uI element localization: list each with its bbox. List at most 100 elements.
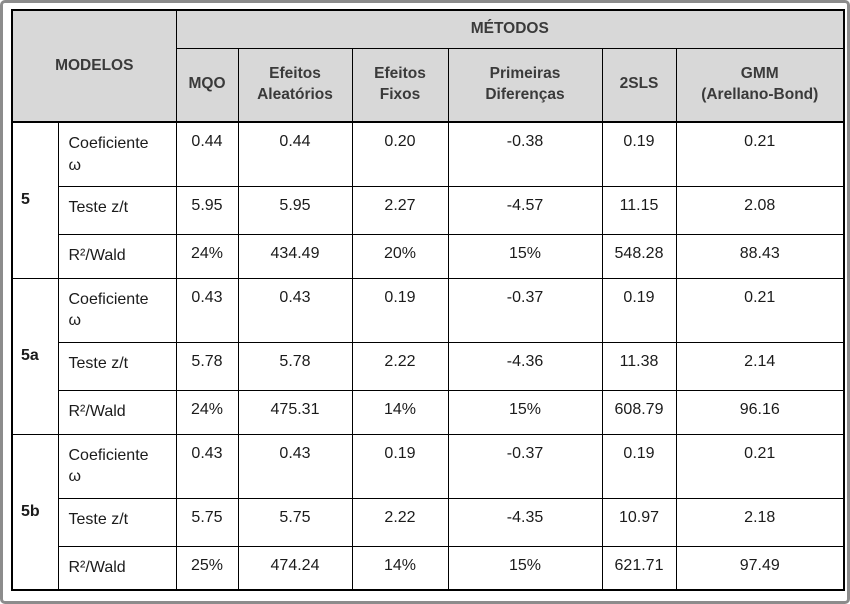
value-cell: 5.95 bbox=[237, 185, 353, 235]
value-cell: 5.75 bbox=[175, 497, 239, 547]
value-cell: 2.22 bbox=[351, 497, 449, 547]
value-cell: 0.21 bbox=[675, 121, 845, 187]
row-label-coeficiente: Coeficiente ω bbox=[57, 277, 177, 343]
row-label-line: ω bbox=[68, 156, 82, 174]
value-cell: 474.24 bbox=[237, 545, 353, 591]
table-row: R²/Wald 25% 474.24 14% 15% 621.71 97.49 bbox=[12, 545, 845, 591]
value-cell: 0.19 bbox=[601, 121, 677, 187]
header-row-metodos: MODELOS MÉTODOS bbox=[11, 9, 845, 123]
value-cell: 608.79 bbox=[601, 389, 677, 435]
column-header-2sls: 2SLS bbox=[601, 47, 677, 123]
header-line: Aleatórios bbox=[257, 85, 333, 103]
table-row: R²/Wald 24% 434.49 20% 15% 548.28 88.43 bbox=[12, 233, 845, 279]
value-cell: -0.38 bbox=[447, 121, 603, 187]
column-header-efeitos-aleatorios: Efeitos Aleatórios bbox=[237, 47, 353, 123]
value-cell: -4.36 bbox=[447, 341, 603, 391]
row-label-teste: Teste z/t bbox=[57, 185, 177, 235]
row-label-r2wald: R²/Wald bbox=[57, 389, 177, 435]
row-label-line: ω bbox=[68, 312, 82, 330]
value-cell: 5.75 bbox=[237, 497, 353, 547]
value-cell: 0.44 bbox=[175, 121, 239, 187]
value-cell: 15% bbox=[447, 233, 603, 279]
column-header-primeiras-diferencas: Primeiras Diferenças bbox=[447, 47, 603, 123]
value-cell: 97.49 bbox=[675, 545, 845, 591]
table-row: Teste z/t 5.78 5.78 2.22 -4.36 11.38 2.1… bbox=[12, 341, 845, 391]
value-cell: 475.31 bbox=[237, 389, 353, 435]
value-cell: 0.19 bbox=[601, 433, 677, 499]
value-cell: 5.78 bbox=[237, 341, 353, 391]
modelos-header: MODELOS bbox=[11, 9, 177, 123]
value-cell: 0.19 bbox=[601, 277, 677, 343]
value-cell: 2.18 bbox=[675, 497, 845, 547]
model-label-5: 5 bbox=[11, 121, 59, 279]
row-label-line: Teste z/t bbox=[68, 510, 129, 528]
value-cell: -0.37 bbox=[447, 277, 603, 343]
column-header-mqo: MQO bbox=[175, 47, 239, 123]
row-label-line: R²/Wald bbox=[68, 402, 126, 420]
value-cell: 0.21 bbox=[675, 433, 845, 499]
row-label-line: Teste z/t bbox=[68, 198, 129, 216]
value-cell: 24% bbox=[175, 389, 239, 435]
table-row: 5b Coeficiente ω 0.43 0.43 0.19 -0.37 0.… bbox=[11, 433, 845, 591]
value-cell: 0.43 bbox=[237, 433, 353, 499]
row-label-line: Teste z/t bbox=[68, 354, 129, 372]
row-label-line: R²/Wald bbox=[68, 558, 126, 576]
value-cell: 2.22 bbox=[351, 341, 449, 391]
value-cell: -0.37 bbox=[447, 433, 603, 499]
row-label-line: Coeficiente bbox=[68, 446, 149, 464]
value-cell: 10.97 bbox=[601, 497, 677, 547]
value-cell: 11.15 bbox=[601, 185, 677, 235]
table-row: 5 Coeficiente ω 0.44 0.44 0.20 -0.38 0.1… bbox=[11, 121, 845, 279]
value-cell: 0.19 bbox=[351, 277, 449, 343]
value-cell: 0.43 bbox=[175, 433, 239, 499]
value-cell: 0.19 bbox=[351, 433, 449, 499]
value-cell: 0.44 bbox=[237, 121, 353, 187]
table-row: 5a Coeficiente ω 0.43 0.43 0.19 -0.37 0.… bbox=[11, 277, 845, 435]
value-cell: 2.14 bbox=[675, 341, 845, 391]
value-cell: 15% bbox=[447, 389, 603, 435]
header-line: Diferenças bbox=[485, 85, 565, 103]
table-row: Teste z/t 5.95 5.95 2.27 -4.57 11.15 2.0… bbox=[12, 185, 845, 235]
header-line: Fixos bbox=[379, 85, 421, 103]
header-line: 2SLS bbox=[619, 75, 659, 93]
value-cell: 434.49 bbox=[237, 233, 353, 279]
model-label-5b: 5b bbox=[11, 433, 59, 591]
column-header-gmm: GMM (Arellano-Bond) bbox=[675, 47, 845, 123]
header-line: GMM bbox=[740, 64, 779, 82]
value-cell: 15% bbox=[447, 545, 603, 591]
value-cell: 11.38 bbox=[601, 341, 677, 391]
value-cell: 2.08 bbox=[675, 185, 845, 235]
row-label-r2wald: R²/Wald bbox=[57, 545, 177, 591]
table-row: Teste z/t 5.75 5.75 2.22 -4.35 10.97 2.1… bbox=[12, 497, 845, 547]
value-cell: 25% bbox=[175, 545, 239, 591]
value-cell: -4.57 bbox=[447, 185, 603, 235]
column-header-efeitos-fixos: Efeitos Fixos bbox=[351, 47, 449, 123]
value-cell: -4.35 bbox=[447, 497, 603, 547]
value-cell: 0.20 bbox=[351, 121, 449, 187]
header-line: Efeitos bbox=[374, 64, 426, 82]
header-line: Efeitos bbox=[269, 64, 321, 82]
value-cell: 24% bbox=[175, 233, 239, 279]
row-label-line: Coeficiente bbox=[68, 290, 149, 308]
value-cell: 621.71 bbox=[601, 545, 677, 591]
model-label-5a: 5a bbox=[11, 277, 59, 435]
header-line: MQO bbox=[188, 75, 226, 93]
row-label-coeficiente: Coeficiente ω bbox=[57, 121, 177, 187]
row-label-line: ω bbox=[68, 468, 82, 486]
value-cell: 5.95 bbox=[175, 185, 239, 235]
value-cell: 14% bbox=[351, 545, 449, 591]
table-row: R²/Wald 24% 475.31 14% 15% 608.79 96.16 bbox=[12, 389, 845, 435]
row-label-teste: Teste z/t bbox=[57, 341, 177, 391]
row-label-teste: Teste z/t bbox=[57, 497, 177, 547]
value-cell: 548.28 bbox=[601, 233, 677, 279]
value-cell: 96.16 bbox=[675, 389, 845, 435]
results-table: MODELOS MÉTODOS MQO Efeitos Aleatórios E… bbox=[11, 9, 845, 591]
header-row-columns: MQO Efeitos Aleatórios Efeitos Fixos Pri… bbox=[12, 47, 845, 123]
row-label-line: Coeficiente bbox=[68, 135, 149, 152]
header-line: (Arellano-Bond) bbox=[701, 85, 819, 103]
metodos-header: MÉTODOS bbox=[175, 9, 845, 49]
value-cell: 0.21 bbox=[675, 277, 845, 343]
value-cell: 20% bbox=[351, 233, 449, 279]
value-cell: 88.43 bbox=[675, 233, 845, 279]
